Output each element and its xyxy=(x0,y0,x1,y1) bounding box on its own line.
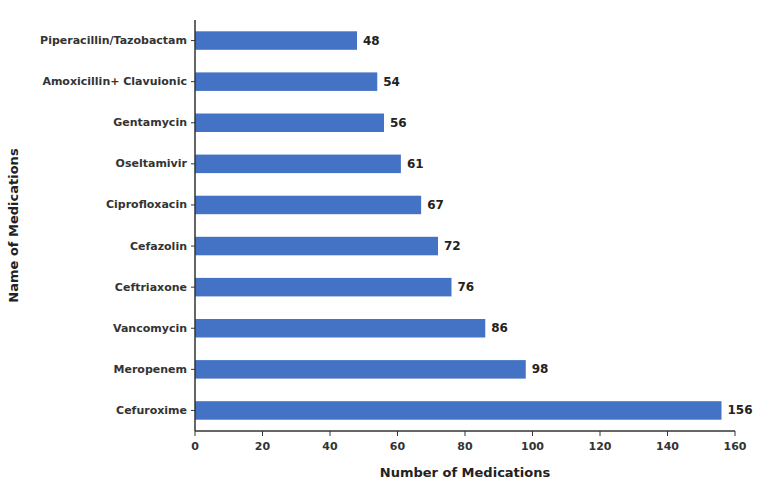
data-label: 156 xyxy=(728,403,753,417)
x-tick xyxy=(465,431,466,436)
x-tick-label: 100 xyxy=(521,440,544,453)
chart-container: 156 98 86 76 72 67 61 56 54 48 0 20 40 60 80 100 120 140 1… xyxy=(0,0,783,493)
bar xyxy=(195,196,421,214)
x-tick-label: 140 xyxy=(656,440,679,453)
bar xyxy=(195,237,438,255)
data-label: 67 xyxy=(427,198,444,212)
x-tick xyxy=(667,431,668,436)
x-tick xyxy=(735,431,736,436)
y-tick-label: Ceftriaxone xyxy=(115,281,187,294)
x-tick xyxy=(600,431,601,436)
x-tick-label: 120 xyxy=(589,440,612,453)
bar xyxy=(195,155,401,173)
y-tick-label: Piperacillin/Tazobactam xyxy=(40,34,187,47)
y-tick xyxy=(191,369,195,370)
y-tick xyxy=(191,328,195,329)
bar xyxy=(195,72,377,90)
bar xyxy=(195,114,384,132)
y-tick-label: Cefazolin xyxy=(130,240,187,253)
bars xyxy=(195,31,722,419)
y-tick-label: Ciprofloxacin xyxy=(106,198,187,211)
x-tick-label: 40 xyxy=(322,440,338,453)
data-labels: 156 98 86 76 72 67 61 56 54 48 xyxy=(363,34,753,418)
data-label: 48 xyxy=(363,34,380,48)
axes: 0 20 40 60 80 100 120 140 160 Cefuroxime Meropenem… xyxy=(40,20,747,453)
data-label: 98 xyxy=(532,362,549,376)
x-tick xyxy=(330,431,331,436)
x-tick-label: 80 xyxy=(457,440,473,453)
y-tick-label: Oseltamivir xyxy=(116,157,188,170)
y-tick xyxy=(191,122,195,123)
bar xyxy=(195,278,452,296)
y-axis-label: Name of Medications xyxy=(6,148,21,303)
x-tick xyxy=(262,431,263,436)
x-tick-label: 60 xyxy=(390,440,406,453)
y-tick xyxy=(191,40,195,41)
y-tick xyxy=(191,246,195,247)
x-axis-label: Number of Medications xyxy=(380,465,551,480)
data-label: 76 xyxy=(458,280,475,294)
y-tick xyxy=(191,163,195,164)
y-tick xyxy=(191,287,195,288)
y-tick xyxy=(191,81,195,82)
bar xyxy=(195,31,357,49)
data-label: 54 xyxy=(383,75,400,89)
data-label: 86 xyxy=(491,321,508,335)
x-tick xyxy=(195,431,196,436)
bar xyxy=(195,319,485,337)
y-tick-label: Gentamycin xyxy=(113,116,187,129)
y-tick-label: Cefuroxime xyxy=(116,404,187,417)
y-tick-label: Amoxicillin+ Clavuionic xyxy=(42,75,187,88)
y-tick xyxy=(191,204,195,205)
x-tick xyxy=(397,431,398,436)
y-tick xyxy=(191,410,195,411)
bar xyxy=(195,360,526,378)
data-label: 61 xyxy=(407,157,424,171)
y-tick-label: Meropenem xyxy=(114,363,187,376)
y-tick-label: Vancomycin xyxy=(113,322,187,335)
bar xyxy=(195,401,722,419)
x-tick-label: 160 xyxy=(724,440,747,453)
chart: 156 98 86 76 72 67 61 56 54 48 0 20 40 60 80 100 120 140 1… xyxy=(0,0,783,493)
data-label: 56 xyxy=(390,116,407,130)
data-label: 72 xyxy=(444,239,461,253)
x-tick-label: 20 xyxy=(255,440,271,453)
x-tick xyxy=(532,431,533,436)
x-tick-label: 0 xyxy=(191,440,199,453)
